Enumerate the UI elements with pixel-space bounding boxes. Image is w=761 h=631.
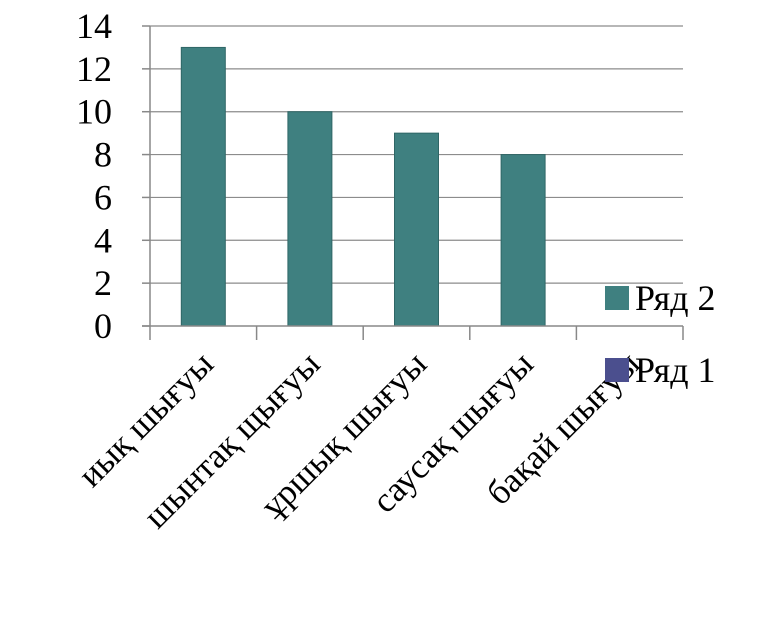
- y-tick-label: 2: [94, 263, 112, 303]
- y-tick-label: 6: [94, 177, 112, 217]
- y-tick-label: 0: [94, 306, 112, 346]
- legend-label: Ряд 2: [635, 278, 716, 318]
- bars: [180, 46, 546, 327]
- bar-4: [500, 154, 546, 327]
- y-tick-label: 14: [76, 6, 112, 46]
- legend-swatch: [605, 286, 629, 310]
- legend: Ряд 2 Ряд 1: [605, 278, 716, 390]
- legend-swatch: [605, 358, 629, 382]
- y-tick-label: 4: [94, 220, 112, 260]
- legend-item: Ряд 1: [605, 350, 716, 390]
- legend-label: Ряд 1: [635, 350, 716, 390]
- x-axis-ticks: [149, 326, 684, 340]
- bar-1: [180, 46, 226, 327]
- bar-3: [394, 132, 439, 327]
- y-tick-label: 8: [94, 135, 112, 175]
- axes: [142, 26, 683, 327]
- legend-item: Ряд 2: [605, 278, 716, 318]
- bar-2: [287, 111, 333, 327]
- y-tick-label: 12: [76, 49, 112, 89]
- y-tick-label: 10: [76, 92, 112, 132]
